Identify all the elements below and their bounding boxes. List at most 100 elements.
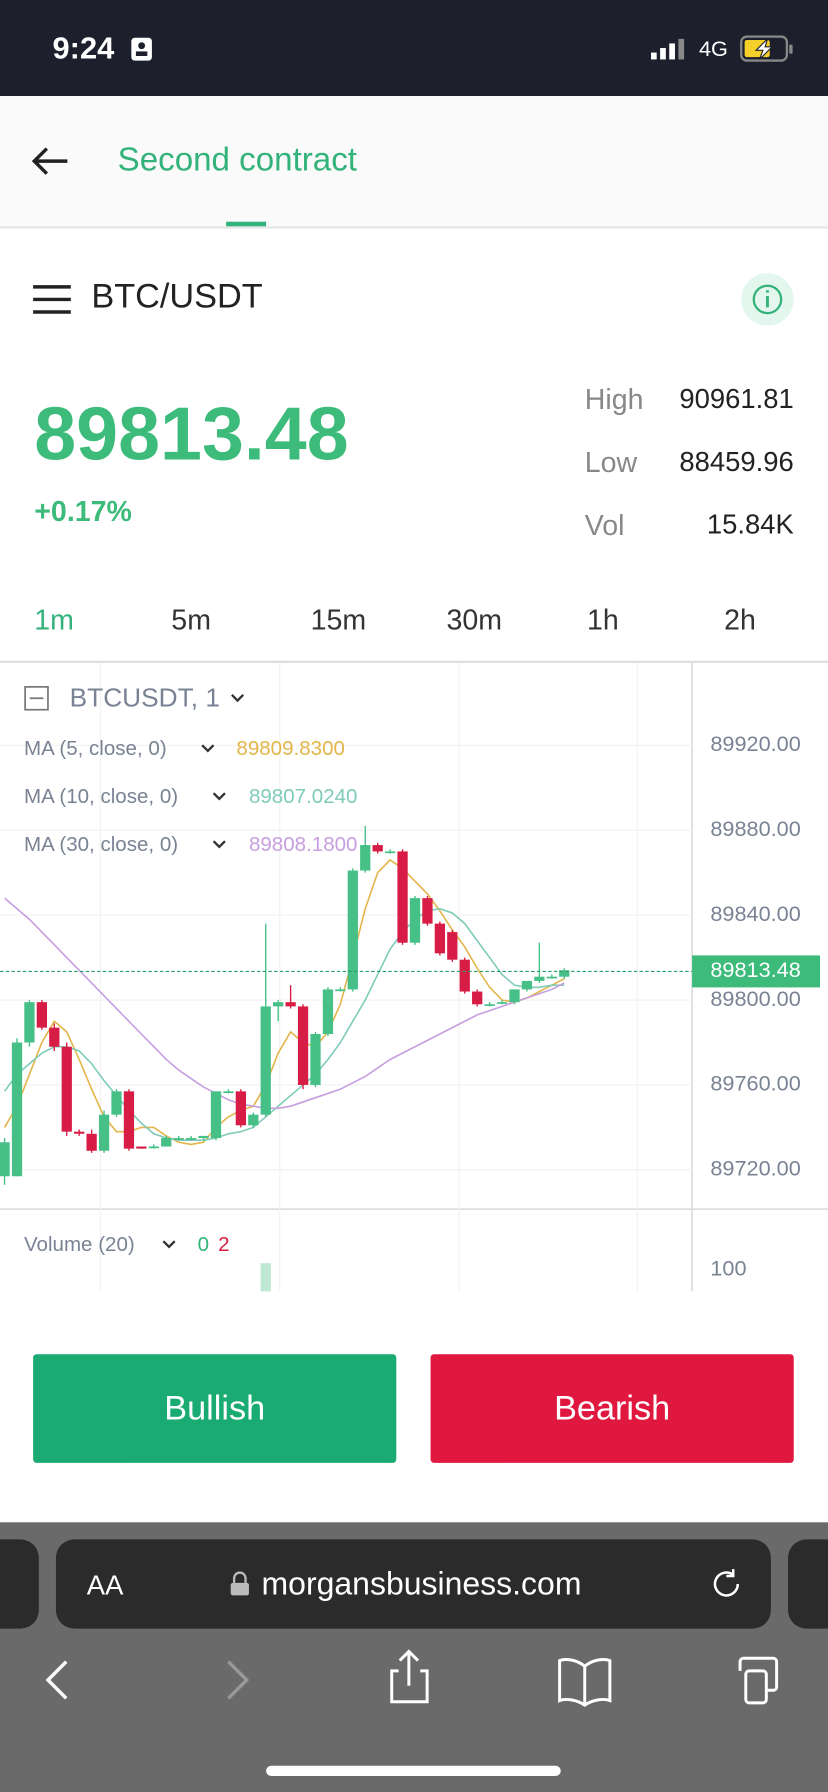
stat-label: Vol bbox=[584, 509, 625, 542]
tab-peek bbox=[0, 1539, 39, 1629]
candle-body bbox=[322, 989, 334, 1035]
nav-header bbox=[0, 96, 828, 229]
timeframe-tab[interactable]: 1m bbox=[34, 604, 74, 637]
candle-body bbox=[521, 980, 533, 990]
stat-value: 88459.96 bbox=[679, 446, 794, 478]
candle-body bbox=[61, 1046, 72, 1132]
candle-body bbox=[484, 1004, 495, 1006]
candle-body bbox=[123, 1091, 135, 1149]
ma-line bbox=[4, 897, 565, 1110]
timeframe-tab[interactable]: 1h bbox=[587, 604, 619, 637]
candle-body bbox=[422, 898, 433, 924]
stat-value: 15.84K bbox=[706, 509, 794, 541]
legend-name: MA (30, close, 0) bbox=[24, 833, 178, 856]
candle-body bbox=[372, 845, 383, 852]
last-price: 89813.48 bbox=[34, 390, 349, 476]
forward[interactable] bbox=[227, 1660, 250, 1700]
candle-body bbox=[509, 989, 520, 1003]
candle-body bbox=[223, 1091, 234, 1094]
candle-body bbox=[297, 1006, 309, 1085]
candle-body bbox=[496, 1002, 508, 1004]
info-button[interactable] bbox=[741, 273, 794, 326]
candle-body bbox=[347, 870, 358, 990]
candle-body bbox=[384, 851, 396, 854]
lock-icon bbox=[230, 1571, 249, 1596]
candle-body bbox=[198, 1135, 209, 1139]
y-tick-label: 89800.00 bbox=[710, 986, 800, 1011]
candle-body bbox=[409, 898, 421, 943]
candle-body bbox=[210, 1091, 222, 1139]
candle-body bbox=[235, 1091, 247, 1126]
candle-body bbox=[273, 1002, 284, 1007]
candle-body bbox=[248, 1114, 259, 1126]
candle-body bbox=[36, 1002, 48, 1028]
text-size-button[interactable]: AA bbox=[86, 1570, 124, 1602]
tab-indicator bbox=[226, 221, 267, 227]
price-change: +0.17% bbox=[34, 496, 132, 529]
share[interactable] bbox=[390, 1649, 429, 1704]
candle-body bbox=[472, 991, 483, 1005]
candle-body bbox=[185, 1138, 197, 1140]
chart-title: BTCUSDT, 1 bbox=[70, 682, 220, 712]
page-title: Second contract bbox=[117, 141, 357, 179]
legend-value: 89807.0240 bbox=[249, 785, 358, 808]
home-indicator bbox=[266, 1765, 561, 1777]
last-price-box bbox=[692, 955, 821, 988]
candle-body bbox=[434, 923, 446, 954]
candle-body bbox=[534, 976, 545, 981]
tabs[interactable] bbox=[738, 1656, 779, 1705]
tab-peek bbox=[788, 1539, 828, 1629]
volume-bar bbox=[260, 1263, 271, 1292]
candle-body bbox=[559, 970, 570, 977]
candle-body bbox=[49, 1027, 60, 1047]
y-tick-label: 89880.00 bbox=[710, 816, 800, 841]
back[interactable] bbox=[45, 1660, 68, 1700]
timeframe-tab[interactable]: 2h bbox=[724, 604, 756, 637]
volume-value: 0 bbox=[198, 1233, 209, 1256]
volume-tick-label: 100 bbox=[710, 1255, 746, 1280]
back-button[interactable] bbox=[30, 144, 71, 178]
timeframe-tab[interactable]: 5m bbox=[171, 604, 211, 637]
bullish-button[interactable]: Bullish bbox=[33, 1354, 397, 1463]
chart: 89720.00 89760.00 89800.00 89840.00 89880.00… bbox=[0, 660, 828, 1292]
candle-body bbox=[335, 989, 346, 992]
ma-line bbox=[3, 907, 565, 1141]
y-tick-label: 89720.00 bbox=[710, 1156, 800, 1181]
bearish-button[interactable]: Bearish bbox=[430, 1354, 794, 1463]
candle-body bbox=[11, 1042, 23, 1177]
clock: 9:24 bbox=[52, 30, 115, 66]
legend-value: 89809.8300 bbox=[236, 737, 345, 760]
candle-body bbox=[0, 1142, 10, 1177]
candle-body bbox=[260, 1006, 271, 1115]
timeframe-tab[interactable]: 15m bbox=[310, 604, 367, 637]
ma-line bbox=[3, 858, 565, 1146]
legend-value: 89808.1800 bbox=[249, 833, 358, 856]
candle-body bbox=[148, 1146, 159, 1149]
pair-name: BTC/USDT bbox=[91, 277, 263, 316]
stat-value: 90961.81 bbox=[679, 384, 794, 415]
bookmarks[interactable] bbox=[558, 1658, 612, 1707]
volume-value: 2 bbox=[218, 1233, 229, 1256]
browser-nav bbox=[45, 1649, 779, 1777]
candle-body bbox=[173, 1138, 184, 1140]
last-price-label: 89813.48 bbox=[710, 957, 800, 982]
candle-body bbox=[360, 845, 371, 871]
candle-body bbox=[161, 1138, 172, 1147]
candle-body bbox=[310, 1034, 321, 1085]
volume-label: Volume (20) bbox=[24, 1233, 135, 1256]
menu-button[interactable] bbox=[32, 283, 73, 315]
stat-label: Low bbox=[584, 446, 638, 479]
reload-button[interactable] bbox=[710, 1567, 744, 1601]
candle-body bbox=[459, 959, 470, 992]
address-bar[interactable] bbox=[55, 1539, 771, 1629]
candle-body bbox=[447, 932, 458, 960]
y-tick-label: 89920.00 bbox=[710, 731, 800, 756]
candle-body bbox=[111, 1091, 122, 1115]
candle-body bbox=[98, 1114, 110, 1151]
candle-body bbox=[546, 976, 557, 979]
battery-icon bbox=[740, 35, 793, 62]
signal-icon bbox=[650, 38, 685, 60]
candle-body bbox=[397, 851, 408, 943]
timeframe-tab[interactable]: 30m bbox=[446, 604, 503, 637]
